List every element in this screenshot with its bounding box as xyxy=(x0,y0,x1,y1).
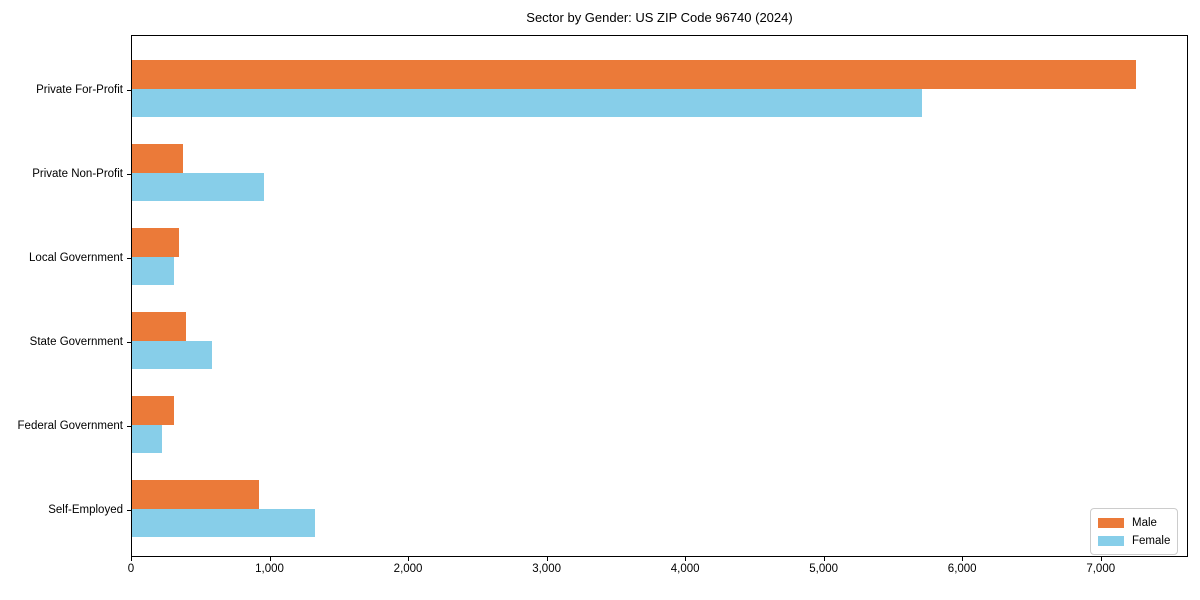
bar-female-5 xyxy=(132,509,315,537)
plot-area xyxy=(131,35,1188,557)
y-axis-tick xyxy=(127,426,131,428)
x-axis-tick xyxy=(685,557,687,561)
bar-male-3 xyxy=(132,312,187,341)
y-axis-label: Self-Employed xyxy=(48,504,123,516)
x-axis-tick xyxy=(131,557,133,561)
bar-female-2 xyxy=(132,257,174,285)
x-axis-tick-label: 4,000 xyxy=(670,563,700,575)
y-axis-tick xyxy=(127,174,131,176)
legend: Male Female xyxy=(1090,508,1178,555)
legend-label-male: Male xyxy=(1132,516,1157,529)
y-axis-label: Private For-Profit xyxy=(36,84,123,96)
y-axis-tick xyxy=(127,90,131,92)
chart-title: Sector by Gender: US ZIP Code 96740 (202… xyxy=(526,10,793,25)
legend-item-female: Female xyxy=(1098,533,1171,548)
bar-male-2 xyxy=(132,228,180,257)
x-axis-tick-label: 0 xyxy=(127,563,135,575)
x-axis-tick-label: 3,000 xyxy=(532,563,561,575)
bar-female-4 xyxy=(132,425,163,453)
y-axis-label: Local Government xyxy=(29,252,123,264)
legend-item-male: Male xyxy=(1098,515,1169,530)
legend-label-female: Female xyxy=(1132,534,1171,547)
bar-male-1 xyxy=(132,144,184,173)
x-axis-tick xyxy=(408,557,410,561)
x-axis-tick xyxy=(269,557,271,561)
x-axis-tick-label: 7,000 xyxy=(1086,563,1116,575)
x-axis-tick-label: 6,000 xyxy=(947,563,977,575)
y-axis-tick xyxy=(127,510,131,512)
x-axis-tick xyxy=(962,557,964,561)
x-axis-tick-label: 5,000 xyxy=(809,563,839,575)
x-axis-tick xyxy=(1100,557,1102,561)
x-axis-tick xyxy=(823,557,825,561)
y-axis-label: Private Non-Profit xyxy=(32,168,123,180)
male-series-swatch-icon xyxy=(1098,517,1124,528)
female-series-swatch-icon xyxy=(1098,535,1124,546)
bar-male-4 xyxy=(132,396,174,425)
bar-female-0 xyxy=(132,89,922,117)
y-axis-tick xyxy=(127,258,131,260)
y-axis-tick xyxy=(127,342,131,344)
x-axis-tick xyxy=(546,557,548,561)
bar-female-1 xyxy=(132,173,264,201)
x-axis-tick-label: 1,000 xyxy=(255,563,284,575)
bar-male-0 xyxy=(132,60,1137,89)
y-axis-label: State Government xyxy=(29,336,123,348)
x-axis-tick-label: 2,000 xyxy=(393,563,423,575)
bar-female-3 xyxy=(132,341,213,369)
y-axis-label: Federal Government xyxy=(17,420,123,432)
bar-male-5 xyxy=(132,480,260,509)
